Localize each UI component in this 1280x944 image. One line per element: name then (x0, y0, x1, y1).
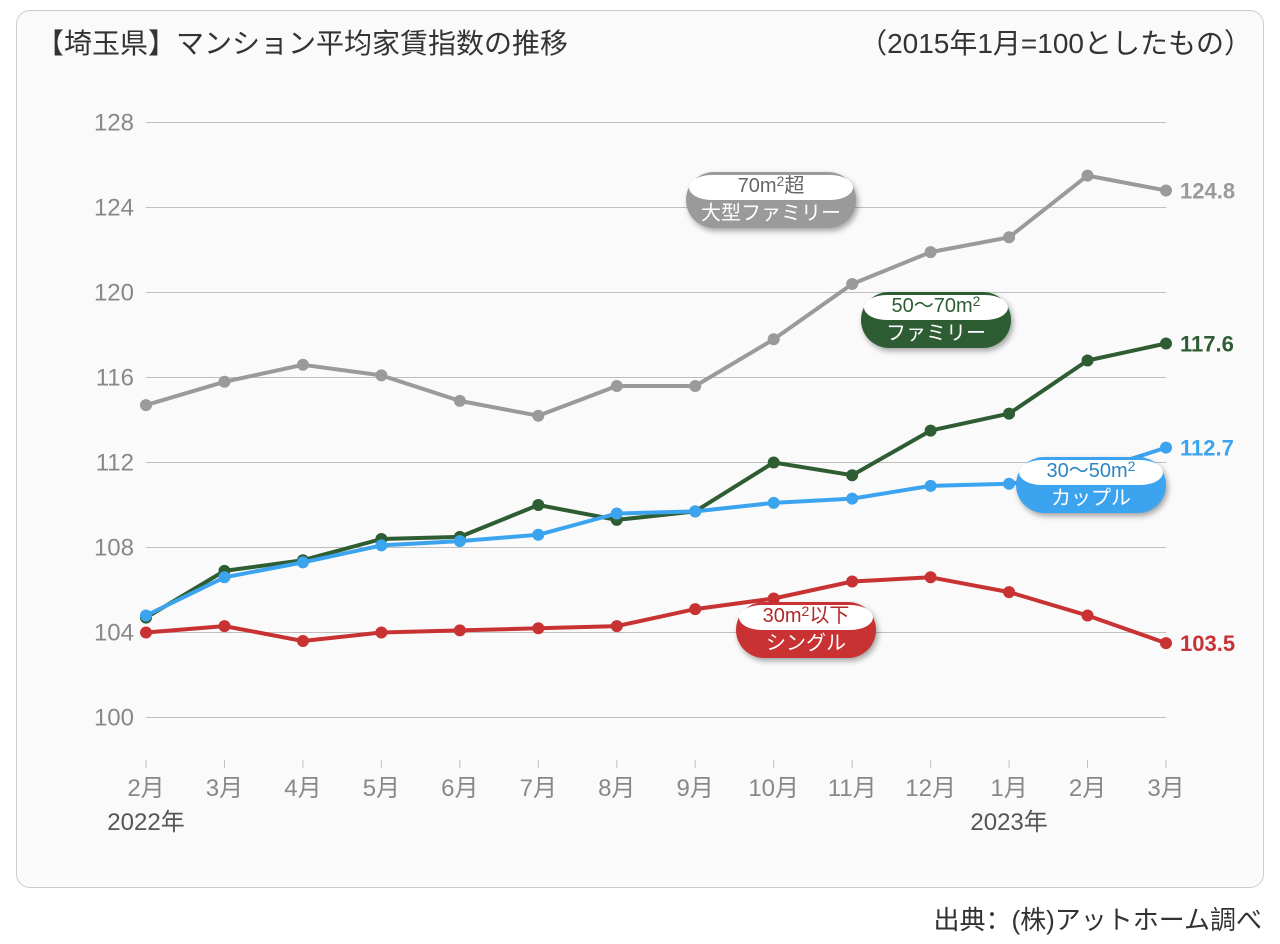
svg-text:70m2超: 70m2超 (738, 173, 805, 197)
marker-large_family (768, 333, 780, 345)
marker-large_family (925, 246, 937, 258)
marker-couple (1003, 478, 1015, 490)
svg-text:112: 112 (96, 450, 134, 477)
svg-text:4月: 4月 (284, 775, 321, 802)
svg-text:大型ファミリー: 大型ファミリー (701, 201, 841, 224)
svg-text:10月: 10月 (748, 775, 799, 802)
marker-single (454, 624, 466, 636)
svg-text:3月: 3月 (1147, 775, 1184, 802)
marker-family (1003, 408, 1015, 420)
marker-couple (611, 508, 623, 520)
source-note: 出典：(株)アットホーム調べ (933, 900, 1262, 937)
legend-large_family: 70m2超大型ファミリー (686, 172, 856, 228)
marker-single (218, 620, 230, 632)
marker-couple (140, 610, 152, 622)
marker-family (846, 469, 858, 481)
marker-couple (454, 535, 466, 547)
svg-text:3月: 3月 (206, 775, 243, 802)
marker-large_family (297, 359, 309, 371)
svg-text:5月: 5月 (363, 775, 400, 802)
marker-large_family (689, 380, 701, 392)
svg-text:108: 108 (94, 535, 134, 562)
svg-text:50～70m2: 50～70m2 (892, 293, 981, 317)
marker-large_family (611, 380, 623, 392)
svg-text:12月: 12月 (905, 775, 956, 802)
marker-single (140, 627, 152, 639)
svg-text:シングル: シングル (766, 631, 846, 654)
svg-text:7月: 7月 (520, 775, 557, 802)
marker-large_family (532, 410, 544, 422)
marker-couple (297, 556, 309, 568)
marker-couple (925, 480, 937, 492)
marker-large_family (375, 369, 387, 381)
svg-text:ファミリー: ファミリー (886, 322, 986, 344)
svg-text:9月: 9月 (677, 775, 714, 802)
marker-family (1082, 355, 1094, 367)
marker-single (925, 571, 937, 583)
marker-family (768, 457, 780, 469)
end-label-couple: 112.7 (1180, 436, 1234, 461)
marker-family (925, 425, 937, 437)
marker-couple (532, 529, 544, 541)
svg-text:2023年: 2023年 (970, 809, 1047, 836)
end-label-large_family: 124.8 (1180, 179, 1235, 204)
svg-text:2月: 2月 (127, 775, 164, 802)
marker-family (532, 499, 544, 511)
marker-large_family (1082, 170, 1094, 182)
svg-text:2022年: 2022年 (107, 809, 184, 836)
marker-single (846, 576, 858, 588)
marker-single (532, 622, 544, 634)
marker-large_family (218, 376, 230, 388)
marker-couple (768, 497, 780, 509)
marker-large_family (1003, 231, 1015, 243)
svg-text:11月: 11月 (828, 775, 877, 802)
marker-couple (1160, 442, 1172, 454)
svg-text:120: 120 (94, 280, 134, 307)
marker-couple (846, 493, 858, 505)
marker-large_family (846, 278, 858, 290)
marker-single (375, 627, 387, 639)
marker-single (1003, 586, 1015, 598)
svg-text:1月: 1月 (990, 775, 1027, 802)
marker-large_family (454, 395, 466, 407)
svg-text:124: 124 (94, 195, 134, 222)
svg-text:8月: 8月 (598, 775, 635, 802)
marker-family (1160, 338, 1172, 350)
svg-text:2月: 2月 (1069, 775, 1106, 802)
marker-large_family (140, 399, 152, 411)
legend-couple: 30～50m2 カップル (1016, 457, 1166, 513)
svg-text:100: 100 (94, 705, 134, 732)
marker-single (611, 620, 623, 632)
marker-single (1160, 637, 1172, 649)
line-chart: 100 104 108 112 116 120 124 128 2月 3月 4月 5月 6月 7月 8月 9月… (16, 10, 1264, 888)
svg-text:30～50m2: 30～50m2 (1047, 458, 1136, 482)
svg-text:128: 128 (94, 110, 134, 137)
legend-family: 50～70m2 ファミリー (861, 292, 1011, 348)
end-label-family: 117.6 (1180, 332, 1234, 357)
marker-single (689, 603, 701, 615)
marker-single (297, 635, 309, 647)
svg-text:6月: 6月 (441, 775, 478, 802)
marker-couple (218, 571, 230, 583)
marker-single (1082, 610, 1094, 622)
series-single (146, 577, 1166, 643)
marker-large_family (1160, 185, 1172, 197)
marker-couple (689, 505, 701, 517)
svg-text:カップル: カップル (1051, 487, 1131, 509)
svg-text:104: 104 (94, 620, 134, 647)
end-label-single: 103.5 (1180, 631, 1235, 656)
legend-single: 30m2以下シングル (736, 602, 876, 658)
svg-text:116: 116 (96, 365, 134, 392)
series-large_family (146, 176, 1166, 416)
marker-couple (375, 539, 387, 551)
